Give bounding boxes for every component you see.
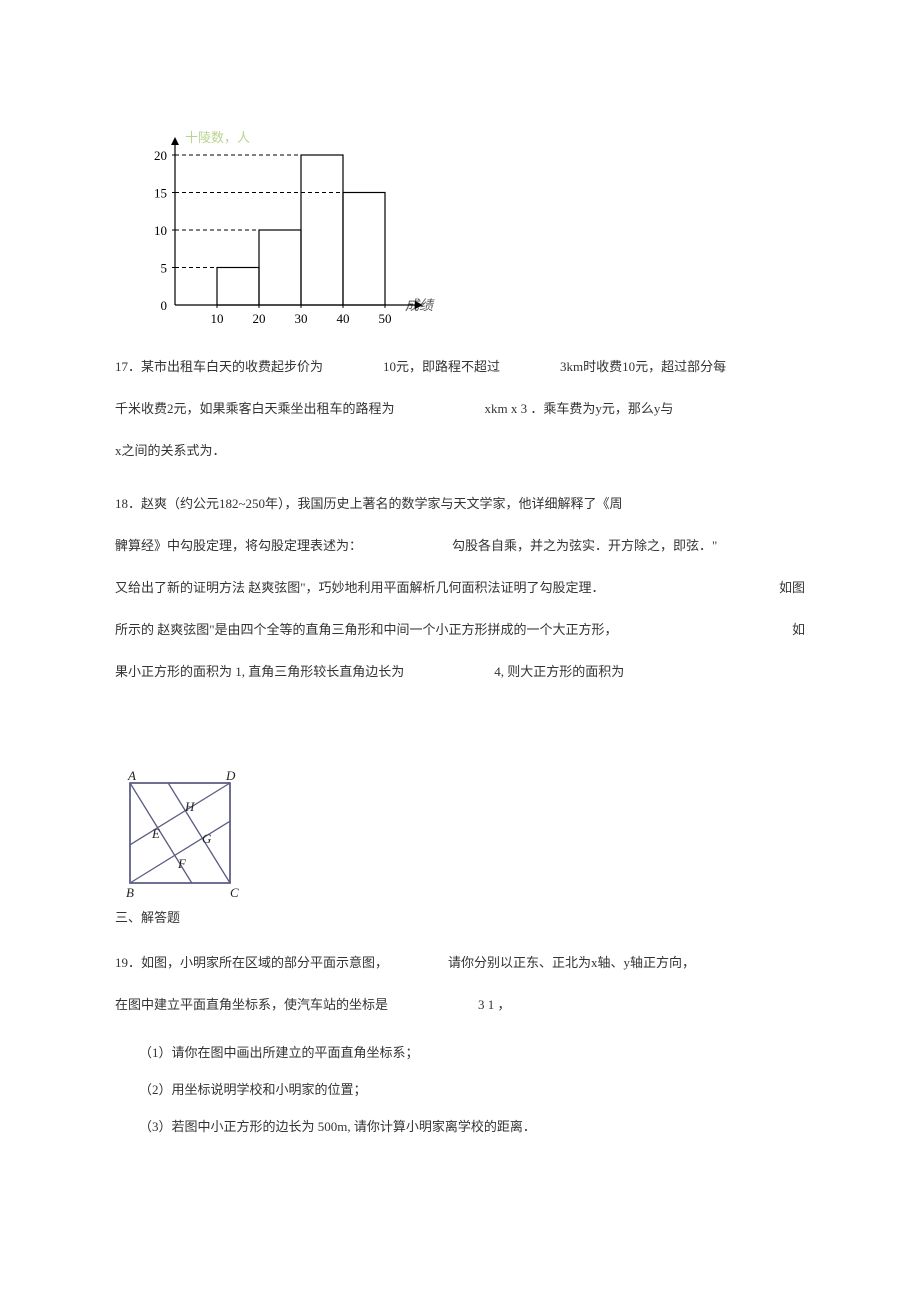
q19-text: 3 1 ， [478, 988, 511, 1022]
q18-text: 4, 则大正方形的面积为 [494, 655, 624, 689]
q18-text: ．赵爽（约公元182~250年），我国历史上著名的数学家与天文学家，他详细解释了… [128, 487, 623, 521]
q18-text: 如图 [779, 571, 805, 605]
svg-text:E: E [151, 826, 160, 841]
svg-text:50: 50 [379, 311, 392, 326]
q18-text: 果小正方形的面积为 1, 直角三角形较长直角边长为 [115, 655, 404, 689]
svg-text:10: 10 [154, 223, 167, 238]
q18-text: 又给出了新的证明方法 赵爽弦图"，巧妙地利用平面解析几何面积法证明了勾股定理． [115, 571, 605, 605]
svg-text:30: 30 [295, 311, 308, 326]
question-18: 18 ．赵爽（约公元182~250年），我国历史上著名的数学家与天文学家，他详细… [115, 487, 805, 688]
q18-num: 18 [115, 487, 128, 521]
svg-text:10: 10 [211, 311, 224, 326]
svg-text:H: H [184, 799, 195, 814]
q17-num: 17 [115, 350, 128, 384]
q19-sub2: （2）用坐标说明学校和小明家的位置； [139, 1079, 805, 1098]
question-17: 17 ．某市出租车白天的收费起步价为 10元，即路程不超过 3km时收费10元，… [115, 350, 805, 467]
svg-text:40: 40 [337, 311, 350, 326]
q19-sub3: （3）若图中小正方形的边长为 500m, 请你计算小明家离学校的距离． [139, 1116, 805, 1135]
q17-text: 10元，即路程不超过 [383, 350, 500, 384]
svg-text:B: B [126, 885, 134, 898]
q17-text: 千米收费2元，如果乘客白天乘坐出租车的路程为 [115, 392, 395, 426]
svg-text:20: 20 [154, 148, 167, 163]
q19-sub1: （1）请你在图中画出所建立的平面直角坐标系； [139, 1042, 805, 1061]
q17-text: 3km时收费10元，超过部分每 [560, 350, 726, 384]
svg-text:5: 5 [161, 261, 168, 276]
q17-text: ．某市出租车白天的收费起步价为 [128, 350, 323, 384]
q17-text: x之间的关系式为． [115, 434, 226, 468]
svg-text:D: D [225, 768, 236, 783]
question-19: 19 ．如图，小明家所在区域的部分平面示意图， 请你分别以正东、正北为x轴、y轴… [115, 946, 805, 1022]
q18-text: 髀算经》中勾股定理，将勾股定理表述为： [115, 529, 362, 563]
svg-text:十陵数，人: 十陵数，人 [185, 130, 250, 145]
q19-text: 在图中建立平面直角坐标系，使汽车站的坐标是 [115, 988, 388, 1022]
q18-text: 勾股各自乘，并之为弦实．开方除之，即弦．" [452, 529, 717, 563]
q19-text: 请你分别以正东、正北为x轴、y轴正方向， [448, 946, 695, 980]
histogram-chart: 十陵数，人成绩 / 分051015201020304050 [135, 130, 435, 330]
svg-text:G: G [202, 831, 212, 846]
section-3-title: 三、解答题 [115, 907, 805, 926]
svg-text:A: A [127, 768, 136, 783]
svg-text:0: 0 [161, 298, 168, 313]
svg-text:15: 15 [154, 186, 167, 201]
svg-text:20: 20 [253, 311, 266, 326]
svg-text:F: F [177, 856, 187, 871]
q17-text: xkm x 3 ．乘车费为y元，那么y与 [485, 392, 674, 426]
q18-text: 如 [792, 613, 805, 647]
q19-num: 19 [115, 946, 128, 980]
zhaoshuang-diagram: A B C D H E FG [115, 768, 805, 902]
q18-text: 所示的 赵爽弦图"是由四个全等的直角三角形和中间一个小正方形拼成的一个大正方形， [115, 613, 618, 647]
q19-text: ．如图，小明家所在区域的部分平面示意图， [128, 946, 388, 980]
svg-text:C: C [230, 885, 239, 898]
